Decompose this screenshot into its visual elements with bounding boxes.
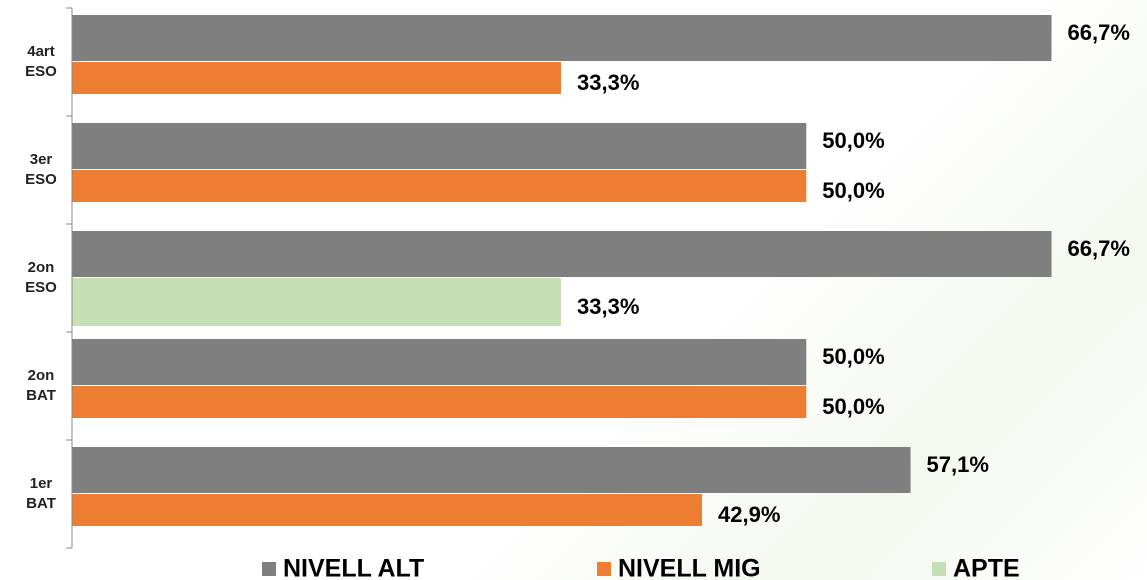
data-label: 33,3% xyxy=(577,70,639,95)
bar xyxy=(72,339,807,385)
data-label: 33,3% xyxy=(577,294,639,319)
bar xyxy=(72,62,562,94)
legend-label: NIVELL ALT xyxy=(283,555,424,580)
legend-swatch xyxy=(932,562,946,576)
data-label: 66,7% xyxy=(1068,236,1130,261)
data-label: 50,0% xyxy=(822,178,884,203)
category-label: 3er ESO xyxy=(25,151,57,188)
bar xyxy=(72,15,1052,61)
data-label: 50,0% xyxy=(822,128,884,153)
data-label: 57,1% xyxy=(927,452,989,477)
category-label: 2on ESO xyxy=(25,259,57,296)
legend-label: APTE xyxy=(953,555,1020,580)
data-label: 66,7% xyxy=(1068,20,1130,45)
category-label: 1er BAT xyxy=(26,475,56,512)
legend-swatch xyxy=(262,562,276,576)
category-label: 4art ESO xyxy=(25,43,57,80)
legend-swatch xyxy=(597,562,611,576)
bar xyxy=(72,231,1052,277)
bar xyxy=(72,386,807,418)
bar xyxy=(72,494,703,526)
bar xyxy=(72,170,807,202)
bar xyxy=(72,447,911,493)
legend-label: NIVELL MIG xyxy=(618,555,761,580)
bar xyxy=(72,278,562,326)
category-label: 2on BAT xyxy=(26,367,56,404)
bar xyxy=(72,123,807,169)
data-label: 50,0% xyxy=(822,394,884,419)
data-label: 50,0% xyxy=(822,344,884,369)
data-label: 42,9% xyxy=(718,502,780,527)
